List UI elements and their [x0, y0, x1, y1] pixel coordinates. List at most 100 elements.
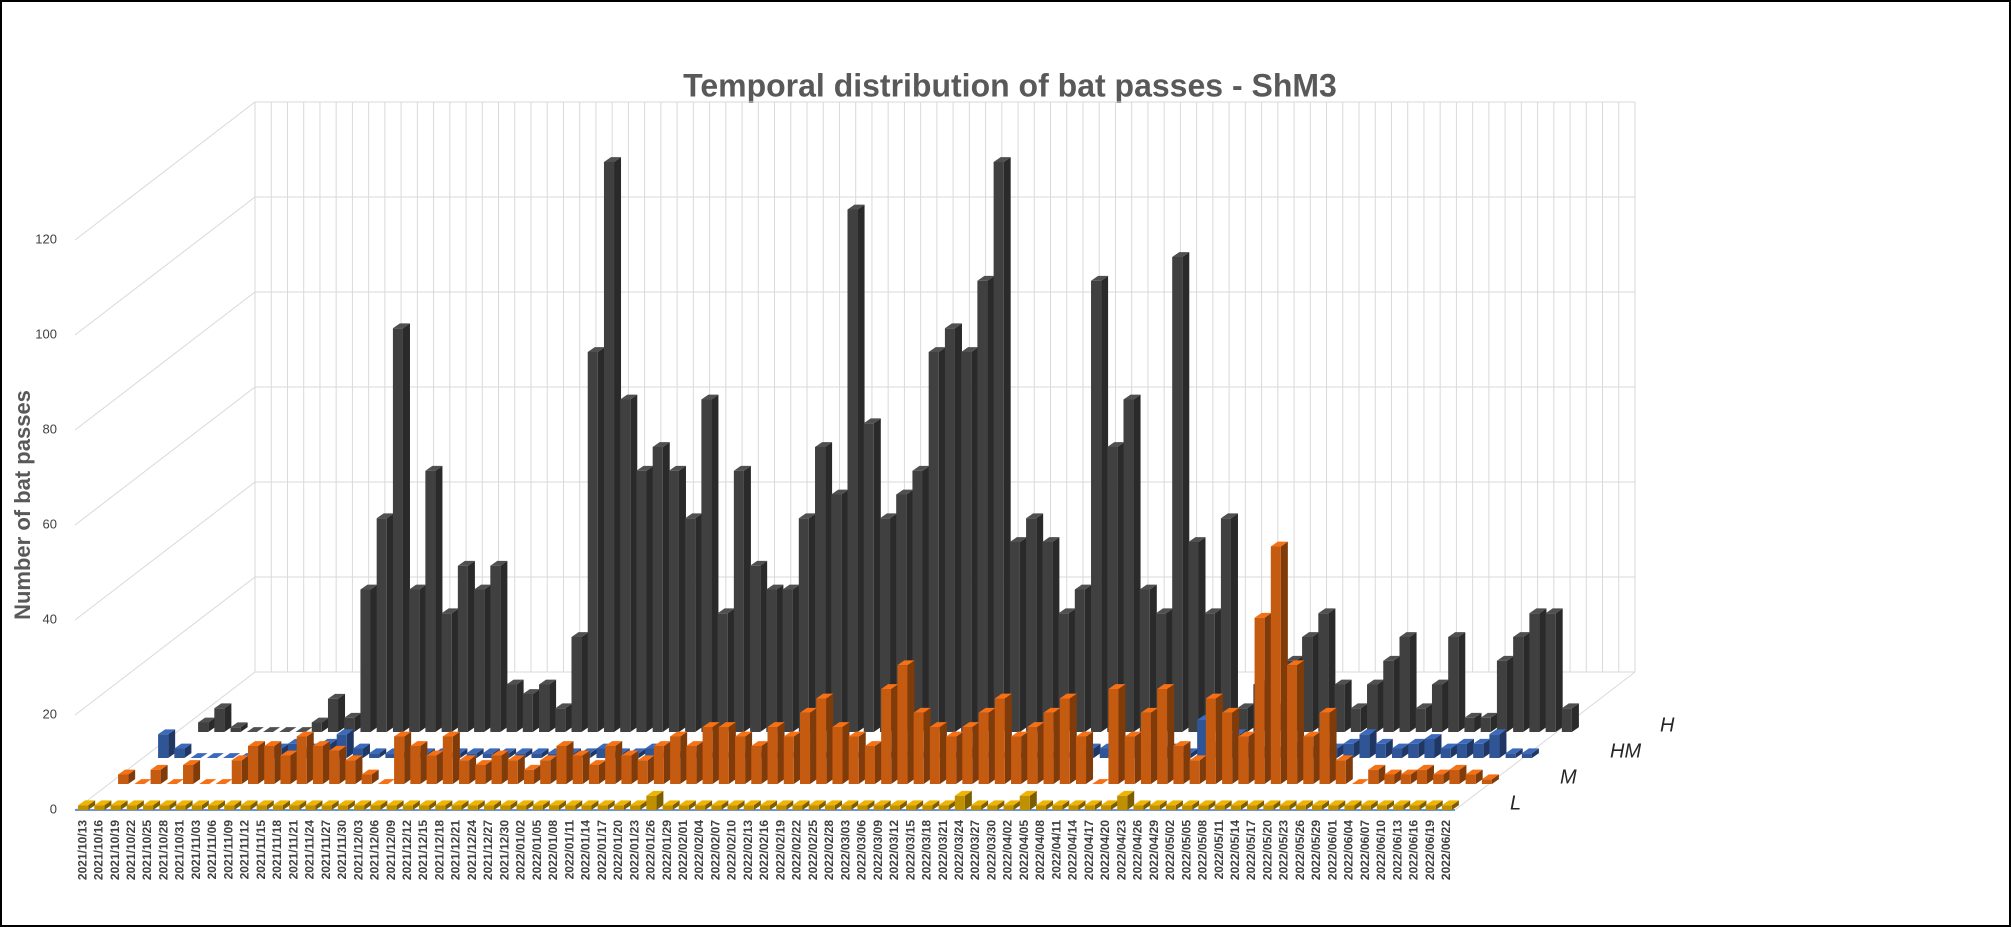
bar-front — [386, 805, 397, 810]
bar-side — [575, 800, 583, 810]
bar-front — [1059, 698, 1070, 784]
bar — [110, 800, 128, 810]
bar — [419, 800, 437, 810]
bar-top — [653, 741, 671, 746]
bar-front — [751, 746, 762, 784]
bar-top — [1335, 755, 1353, 761]
bar — [767, 722, 785, 784]
bar-top — [377, 779, 395, 784]
bar-top — [977, 275, 995, 281]
x-tick-label: 2022/03/03 — [838, 820, 852, 880]
bar — [329, 745, 347, 784]
bar-top — [490, 560, 508, 566]
bar — [1424, 734, 1442, 758]
bar-side — [1393, 655, 1401, 732]
bar-front — [1214, 805, 1225, 810]
bar-top — [483, 800, 502, 806]
bar-side — [711, 394, 719, 732]
bar-top — [1003, 800, 1021, 806]
bar — [928, 347, 946, 732]
bar-front — [944, 328, 955, 732]
bar — [1351, 779, 1370, 784]
bar-side — [705, 800, 713, 810]
bar — [1408, 738, 1426, 758]
x-tick-label: 2022/06/13 — [1390, 820, 1404, 880]
x-tick-label: 2022/06/10 — [1374, 820, 1388, 880]
bar — [701, 394, 719, 732]
bar-front — [419, 805, 430, 810]
series-label: M — [1560, 766, 1577, 788]
x-tick-label: 2022/04/11 — [1049, 820, 1063, 880]
bar-side — [678, 465, 686, 732]
bar-top — [1254, 612, 1272, 618]
bar-side — [1458, 632, 1466, 732]
bar-front — [555, 708, 566, 732]
bar-top — [279, 727, 297, 732]
bar-side — [712, 722, 720, 784]
bar-top — [516, 800, 534, 806]
x-tick-label: 2022/02/19 — [773, 820, 787, 880]
bar-side — [1127, 790, 1135, 810]
bar — [1011, 731, 1029, 784]
bar-top — [1350, 703, 1368, 709]
bar-top — [686, 741, 704, 746]
bar-top — [824, 800, 842, 806]
bar-side — [435, 465, 443, 732]
bar-front — [392, 328, 403, 732]
bar-side — [1459, 764, 1467, 784]
bar — [743, 800, 761, 810]
bar-side — [128, 769, 136, 784]
bar-top — [263, 727, 281, 732]
bar-front — [1431, 684, 1443, 732]
bar-top — [1173, 741, 1191, 746]
bar-side — [542, 800, 550, 810]
bar — [1367, 679, 1385, 732]
bar — [78, 800, 96, 810]
bar-side — [890, 513, 898, 732]
bar — [246, 727, 264, 732]
bar-front — [1026, 518, 1037, 732]
bar-top — [199, 779, 217, 784]
bar-side — [1118, 684, 1126, 784]
bar — [961, 347, 979, 732]
bar — [565, 800, 583, 810]
x-tick-label: 2022/02/04 — [692, 820, 706, 880]
bar-side — [857, 204, 865, 733]
bar — [1319, 707, 1337, 784]
bar-top — [118, 769, 136, 775]
bar-side — [1149, 584, 1157, 732]
bar-top — [230, 722, 248, 728]
bar-side — [874, 741, 882, 784]
bar — [198, 717, 216, 732]
bar — [191, 800, 209, 810]
bar-top — [256, 800, 274, 806]
bar-top — [1108, 684, 1126, 689]
bar-top — [321, 800, 339, 806]
bar-side — [1345, 755, 1353, 784]
bar-side — [818, 800, 826, 810]
bar-top — [831, 489, 849, 495]
bar-front — [1189, 760, 1200, 784]
bar-side — [1410, 769, 1418, 784]
bar-side — [938, 347, 946, 732]
bar-front — [1205, 698, 1216, 784]
bar — [977, 275, 995, 732]
bar-front — [605, 746, 616, 784]
bar-top — [442, 731, 460, 737]
bar-side — [1175, 800, 1183, 810]
x-tick-label: 2022/02/01 — [676, 820, 690, 880]
bar-top — [555, 703, 573, 709]
bar-side — [224, 703, 232, 732]
bar — [841, 800, 859, 810]
bar-front — [971, 805, 982, 810]
bar-side — [1491, 774, 1499, 784]
bar-front — [376, 518, 387, 732]
bar-front — [1058, 613, 1069, 732]
bar — [1003, 800, 1021, 810]
bar — [531, 748, 549, 758]
bar-top — [1188, 537, 1206, 542]
bar — [847, 204, 865, 733]
bar-side — [988, 707, 996, 784]
bar-side — [770, 800, 778, 810]
bar-top — [1513, 632, 1531, 637]
